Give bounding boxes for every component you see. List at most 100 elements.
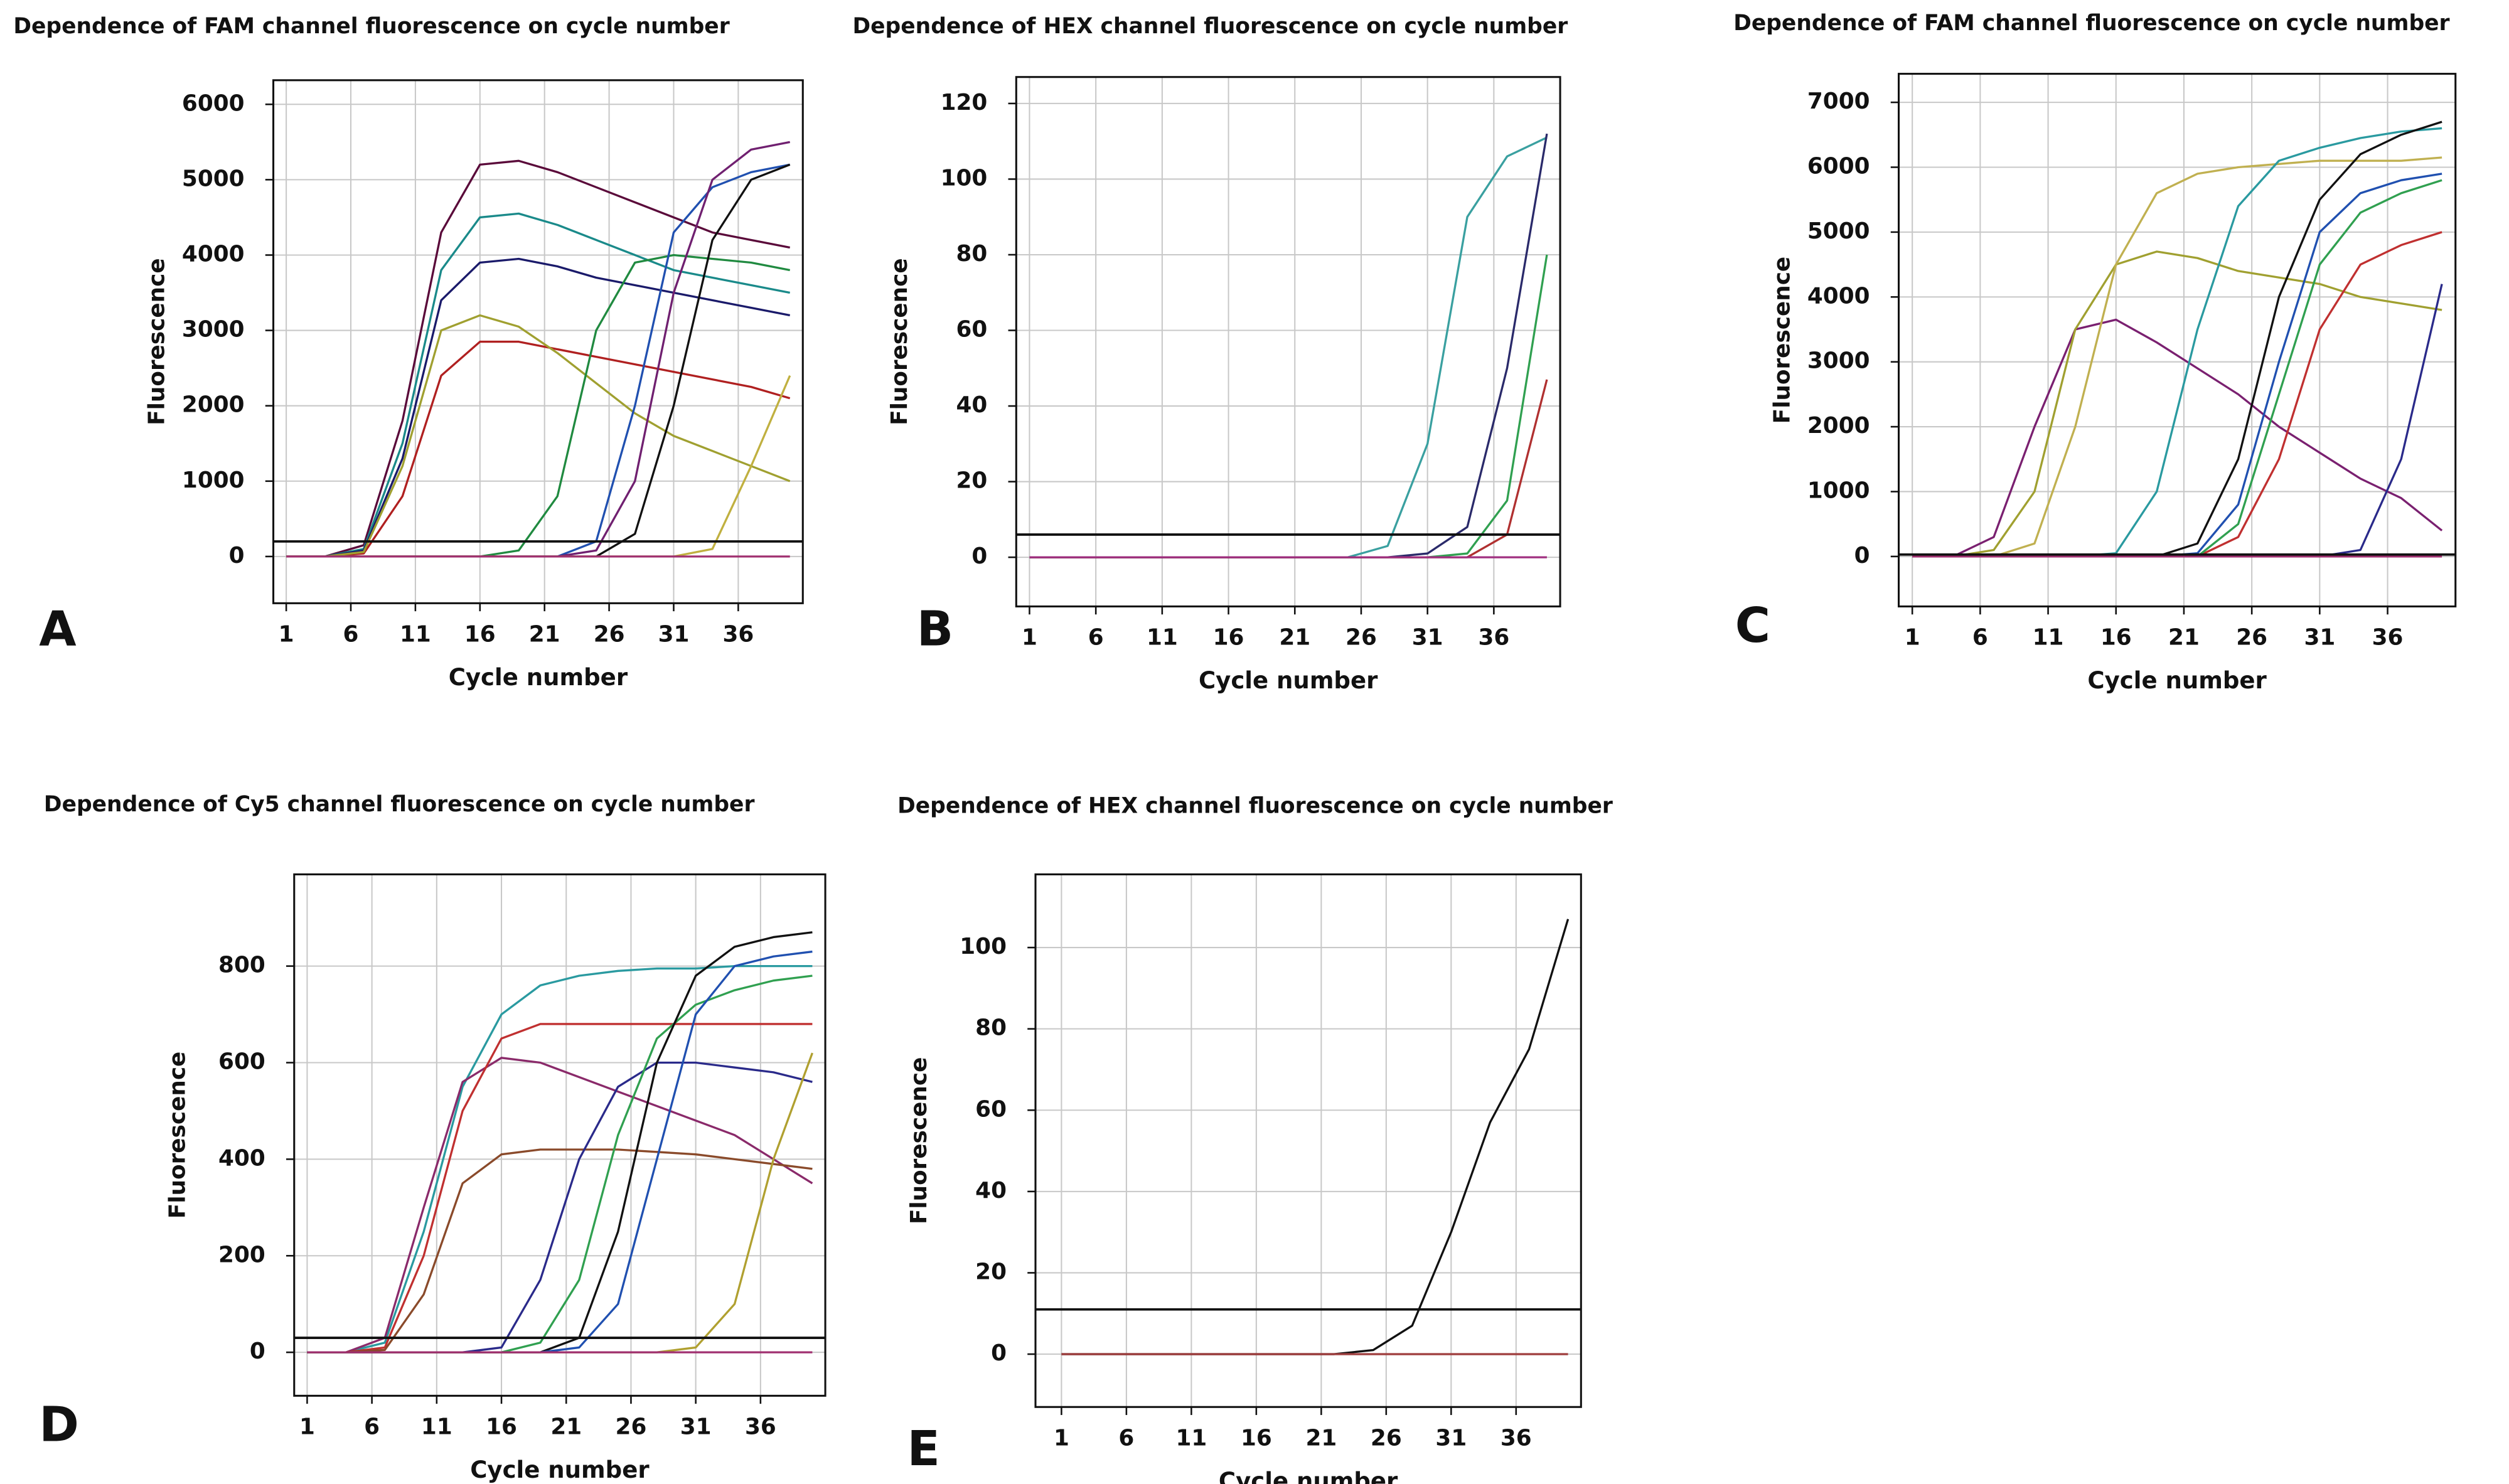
curve	[307, 1057, 813, 1353]
x-tick-label: 31	[2304, 625, 2335, 651]
x-tick-label: 36	[745, 1414, 776, 1440]
x-tick-label: 26	[594, 621, 625, 647]
y-tick-label: 1000	[1807, 478, 1870, 503]
panel-label: C	[1735, 598, 1770, 654]
x-tick-label: 6	[364, 1414, 380, 1440]
x-tick-label: 11	[400, 621, 431, 647]
curve	[286, 212, 791, 558]
x-tick-label: 1	[1905, 625, 1920, 651]
curve	[286, 159, 791, 558]
y-tick-label: 2000	[182, 392, 245, 418]
curve	[307, 1148, 813, 1353]
y-tick-label: 5000	[182, 166, 245, 191]
plot-area	[1035, 874, 1581, 1407]
x-axis-label: Cycle number	[470, 1456, 650, 1483]
x-tick-label: 21	[550, 1414, 582, 1440]
x-tick-label: 26	[1345, 625, 1377, 651]
curve	[307, 1023, 813, 1353]
plot-frame	[272, 79, 804, 604]
x-tick-label: 16	[1213, 625, 1244, 651]
y-tick-label: 40	[956, 392, 988, 418]
plot-area	[1898, 73, 2456, 607]
y-axis-label: Fluorescence	[144, 258, 169, 425]
y-axis-label: Fluorescence	[165, 1052, 191, 1219]
chart-panel: Dependence of FAM channel fluorescence o…	[1733, 11, 2457, 694]
y-tick-label: 0	[250, 1338, 265, 1364]
x-tick-label: 11	[1175, 1425, 1207, 1451]
x-tick-label: 31	[680, 1414, 712, 1440]
panel-label: A	[39, 601, 76, 657]
y-axis-label: Fluorescence	[887, 258, 912, 425]
chart-title: Dependence of HEX channel fluorescence o…	[853, 14, 1568, 39]
x-tick-label: 16	[1241, 1425, 1272, 1451]
curve	[286, 340, 791, 558]
x-tick-label: 16	[464, 621, 496, 647]
y-tick-label: 40	[975, 1178, 1007, 1204]
x-tick-label: 16	[2100, 625, 2132, 651]
x-tick-label: 1	[1022, 625, 1037, 651]
panel-label: D	[39, 1397, 79, 1453]
x-axis-label: Cycle number	[1199, 667, 1378, 694]
x-tick-label: 31	[1412, 625, 1443, 651]
x-tick-label: 11	[1147, 625, 1178, 651]
y-tick-label: 600	[218, 1049, 265, 1074]
y-tick-label: 3000	[182, 317, 245, 343]
curves	[307, 931, 813, 1353]
y-tick-label: 100	[941, 165, 988, 191]
y-tick-label: 4000	[1807, 283, 1870, 309]
panel-label: E	[907, 1421, 939, 1477]
y-tick-label: 1000	[182, 467, 245, 493]
plot-area	[294, 874, 826, 1396]
y-tick-label: 400	[218, 1145, 265, 1171]
x-tick-label: 6	[1088, 625, 1104, 651]
plot-frame	[1898, 73, 2457, 607]
plot-frame	[293, 873, 827, 1397]
x-tick-label: 6	[1118, 1425, 1134, 1451]
y-tick-label: 800	[218, 953, 265, 978]
x-tick-label: 36	[722, 621, 754, 647]
chart-title: Dependence of HEX channel fluorescence o…	[897, 794, 1613, 819]
curves	[286, 141, 791, 558]
y-tick-label: 6000	[182, 90, 245, 116]
y-tick-label: 2000	[1807, 413, 1870, 439]
x-tick-label: 21	[1279, 625, 1310, 651]
x-tick-label: 21	[529, 621, 560, 647]
y-tick-label: 80	[975, 1015, 1007, 1041]
y-tick-label: 7000	[1807, 88, 1870, 114]
x-tick-label: 26	[2236, 625, 2267, 651]
chart-panel: Dependence of FAM channel fluorescence o…	[13, 14, 804, 691]
curves	[1029, 133, 1548, 558]
y-tick-label: 60	[956, 317, 988, 343]
x-tick-label: 36	[1478, 625, 1509, 651]
x-tick-label: 26	[1371, 1425, 1402, 1451]
y-tick-label: 20	[956, 468, 988, 494]
panel-label: B	[917, 601, 953, 657]
y-tick-label: 0	[991, 1340, 1007, 1366]
curves	[1912, 120, 2443, 558]
curve	[286, 314, 791, 558]
x-tick-label: 6	[1972, 625, 1988, 651]
x-tick-label: 36	[2372, 625, 2404, 651]
x-tick-label: 21	[2168, 625, 2200, 651]
x-tick-label: 1	[279, 621, 294, 647]
y-tick-label: 60	[975, 1096, 1007, 1122]
x-tick-label: 36	[1501, 1425, 1532, 1451]
y-tick-label: 20	[975, 1259, 1007, 1284]
x-tick-label: 1	[1054, 1425, 1069, 1451]
y-axis-label: Fluorescence	[1769, 257, 1795, 424]
chart-panel: Dependence of HEX channel fluorescence o…	[897, 794, 1613, 1484]
x-axis-label: Cycle number	[449, 664, 628, 691]
x-tick-label: 21	[1305, 1425, 1337, 1451]
chart-panel: Dependence of Cy5 channel fluorescence o…	[39, 792, 827, 1483]
y-tick-label: 0	[1854, 543, 1870, 569]
y-tick-label: 100	[960, 934, 1007, 959]
curve	[307, 964, 813, 1353]
x-axis-label: Cycle number	[2087, 667, 2267, 694]
y-tick-label: 200	[218, 1242, 265, 1268]
x-tick-label: 31	[658, 621, 690, 647]
x-tick-label: 1	[299, 1414, 315, 1440]
plot-area	[1016, 77, 1561, 607]
chart-title: Dependence of FAM channel fluorescence o…	[13, 14, 729, 39]
chart-title: Dependence of FAM channel fluorescence o…	[1733, 11, 2449, 36]
